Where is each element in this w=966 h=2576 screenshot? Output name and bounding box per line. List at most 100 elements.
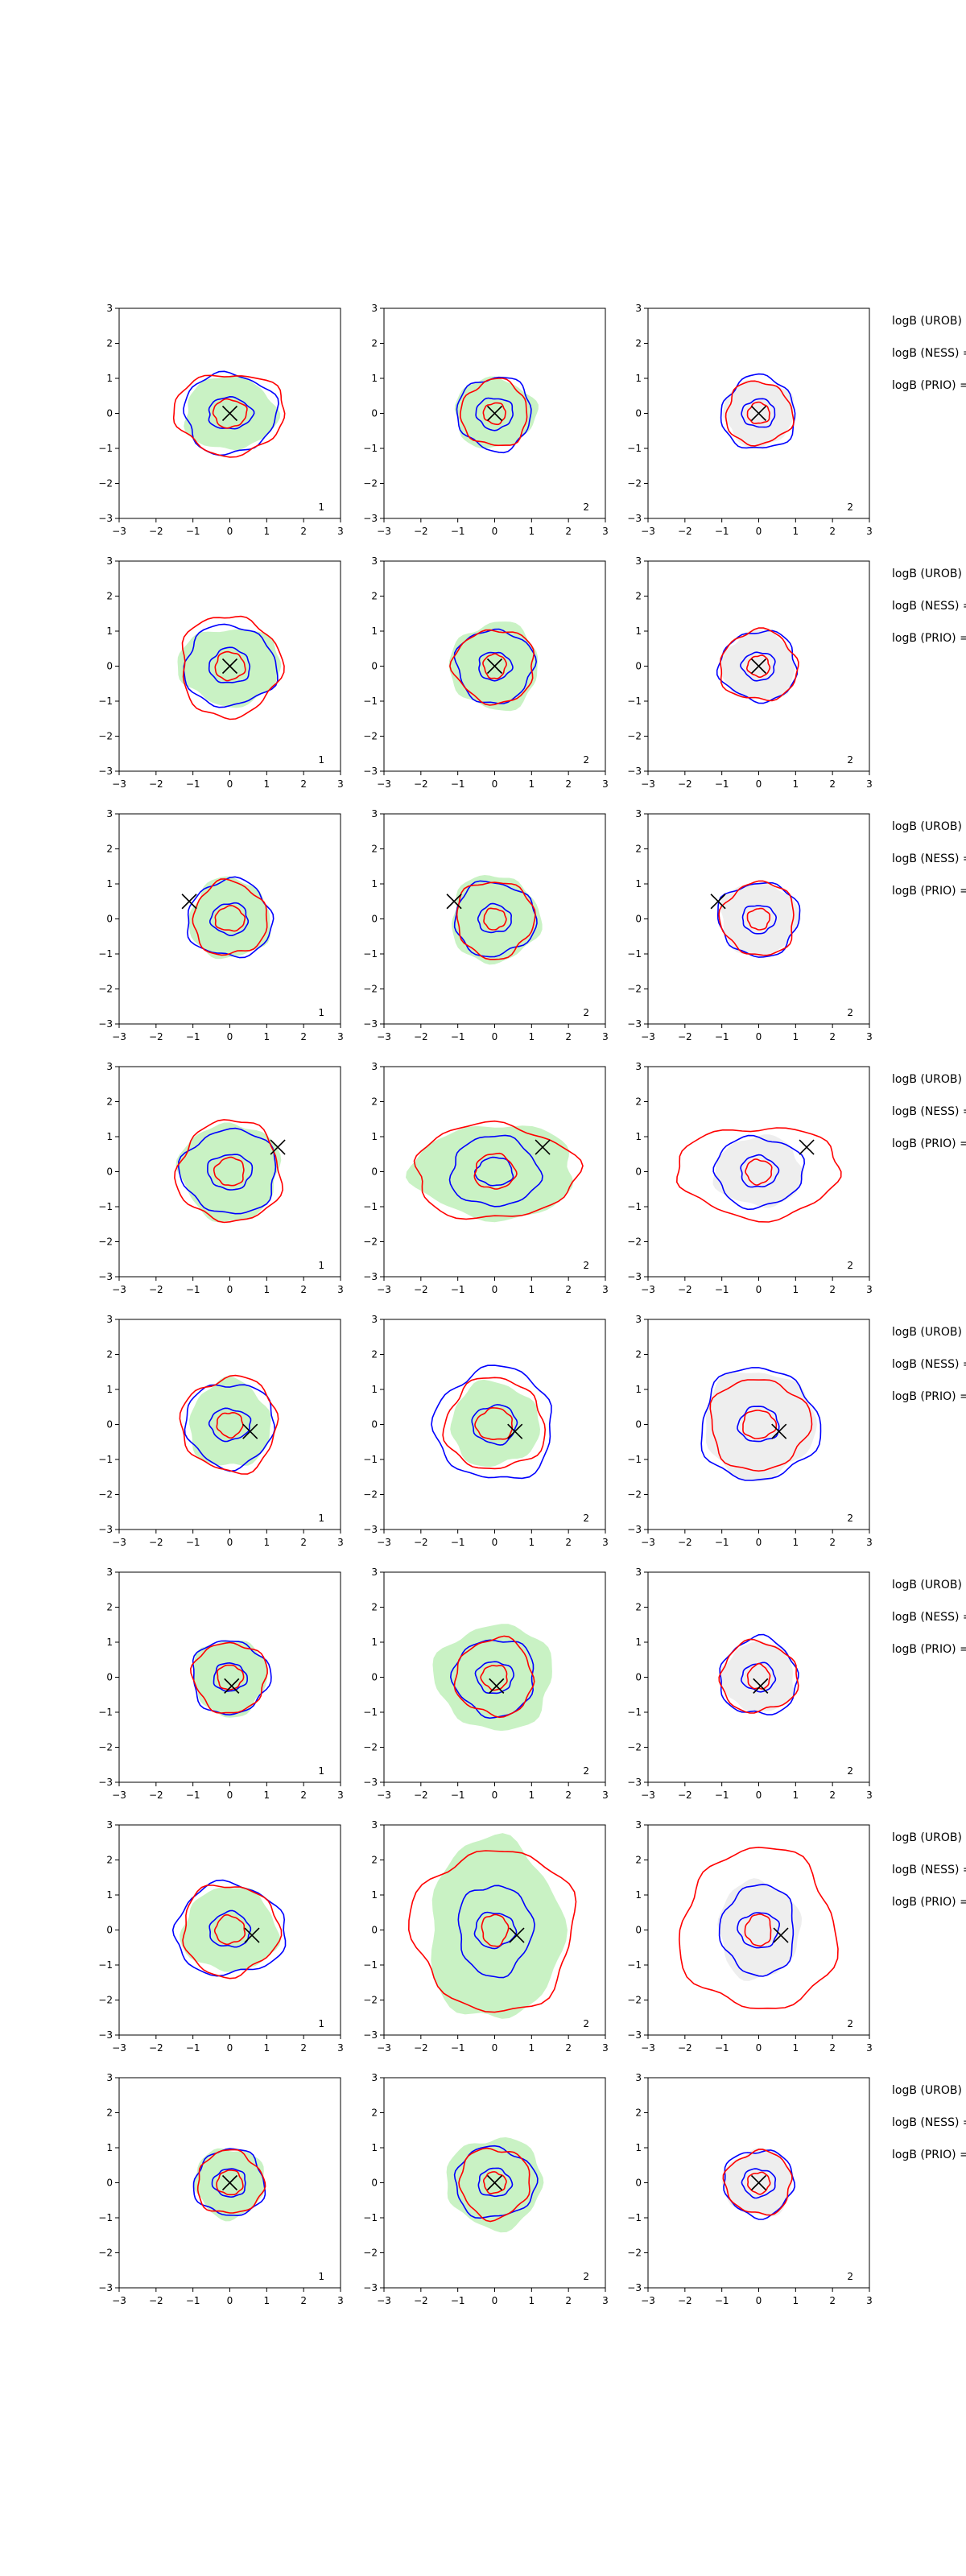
true-value-marker [750,2174,767,2191]
blue-contour-outer [187,876,275,959]
blue-contour-inner [473,1911,518,1950]
panel-r5-c3: −3 −3 −2 −2 −1 −1 0 0 1 1 2 2 3 3 2 [627,1314,873,1548]
y-tick-label: 2 [106,844,113,855]
y-tick-label: 0 [635,914,642,925]
x-tick-label: −1 [715,778,729,790]
x-tick-label: −3 [641,1790,655,1801]
y-tick-label: −1 [363,1959,378,1971]
blue-contour-inner [740,651,776,682]
x-tick-label: −3 [641,1537,655,1548]
y-tick-label: 1 [635,625,642,637]
panel-r1-c3: −3 −3 −2 −2 −1 −1 0 0 1 1 2 2 3 3 2 [627,303,873,537]
x-tick-label: −1 [186,2295,200,2306]
x-tick-label: −3 [112,1031,126,1042]
x-tick-label: 0 [756,1031,762,1042]
panel-label: 2 [847,502,853,513]
red-contour-inner [483,2171,507,2194]
y-tick-label: 3 [371,555,378,567]
x-tick-label: 2 [300,2295,307,2306]
y-tick-label: 2 [635,1855,642,1866]
y-tick-label: −3 [627,1271,642,1282]
true-value-marker [771,1423,787,1439]
density-fill [450,1379,540,1468]
y-tick-label: 0 [371,408,378,419]
x-tick-label: 1 [793,1284,799,1295]
y-tick-label: 2 [106,338,113,349]
y-tick-label: −2 [627,2248,642,2259]
panel-label: 1 [318,1765,324,1777]
blue-contour-outer [171,1879,287,1977]
x-tick-label: 1 [529,2295,535,2306]
y-tick-label: 2 [635,1096,642,1108]
x-tick-label: 2 [565,1031,572,1042]
x-tick-label: 0 [227,526,233,537]
x-tick-label: −1 [186,526,200,537]
y-tick-label: 1 [635,1889,642,1901]
x-tick-label: 2 [300,1790,307,1801]
x-tick-label: 3 [337,1284,344,1295]
density-fill [184,374,281,451]
panel-r1-c2: −3 −3 −2 −2 −1 −1 0 0 1 1 2 2 3 3 2 [363,303,609,537]
x-tick-label: −3 [641,526,655,537]
x-tick-label: 0 [492,2295,498,2306]
y-tick-label: −1 [98,443,113,454]
y-tick-label: −3 [627,513,642,524]
y-tick-label: 1 [371,625,378,637]
y-tick-label: 1 [371,2142,378,2153]
true-value-marker [710,894,726,910]
x-tick-label: −3 [641,2295,655,2306]
y-tick-label: 3 [635,1061,642,1072]
x-tick-label: 0 [756,1790,762,1801]
x-tick-label: −3 [641,2042,655,2054]
y-tick-label: 0 [106,1166,113,1178]
y-tick-label: −1 [627,948,642,960]
x-tick-label: 2 [565,778,572,790]
blue-contour-inner [737,1406,780,1443]
y-tick-label: 1 [635,878,642,890]
red-contour-outer [709,1379,813,1472]
blue-contour-outer [453,880,538,958]
x-tick-label: 0 [756,1284,762,1295]
blue-contour-outer [453,628,538,704]
y-tick-label: 2 [106,1096,113,1108]
x-tick-label: 0 [492,1537,498,1548]
y-tick-label: 1 [106,1384,113,1395]
panel-r4-c1: −3 −3 −2 −2 −1 −1 0 0 1 1 2 2 3 3 1 [98,1061,344,1295]
x-tick-label: 3 [337,2295,344,2306]
x-tick-label: −2 [414,778,428,790]
x-tick-label: 1 [529,1537,535,1548]
true-value-marker [509,1927,525,1943]
x-tick-label: −1 [451,1031,465,1042]
blue-contour-inner [207,1154,254,1191]
y-tick-label: 3 [371,1061,378,1072]
x-tick-label: −1 [715,1790,729,1801]
panel-label: 2 [847,1260,853,1271]
x-tick-label: 2 [829,1790,836,1801]
y-tick-label: 3 [635,1314,642,1325]
y-tick-label: −2 [627,1742,642,1753]
x-tick-label: −3 [377,1537,391,1548]
x-tick-label: 0 [227,1537,233,1548]
y-tick-label: −1 [627,2212,642,2223]
logb-label-2: logB (NESS) = [892,2116,966,2129]
panel-label: 2 [583,1260,589,1271]
panel-label: 2 [583,1513,589,1524]
y-tick-label: 1 [635,1131,642,1142]
x-tick-label: −2 [414,2295,428,2306]
x-tick-label: −2 [678,2295,692,2306]
blue-contour-outer [716,881,801,958]
x-tick-label: −3 [377,1284,391,1295]
logb-label-2: logB (NESS) = [892,1864,966,1876]
y-tick-label: −3 [98,1524,113,1535]
panel-label: 1 [318,1260,324,1271]
density-fill [193,1640,268,1718]
x-tick-label: 1 [529,2042,535,2054]
blue-contour-inner [208,902,250,936]
x-tick-label: −2 [149,2295,163,2306]
y-tick-label: 1 [635,1637,642,1648]
y-tick-label: −1 [627,1707,642,1718]
y-tick-label: −1 [363,1454,378,1465]
x-tick-label: 2 [829,2042,836,2054]
y-tick-label: 2 [635,2107,642,2119]
panel-label: 2 [583,1765,589,1777]
